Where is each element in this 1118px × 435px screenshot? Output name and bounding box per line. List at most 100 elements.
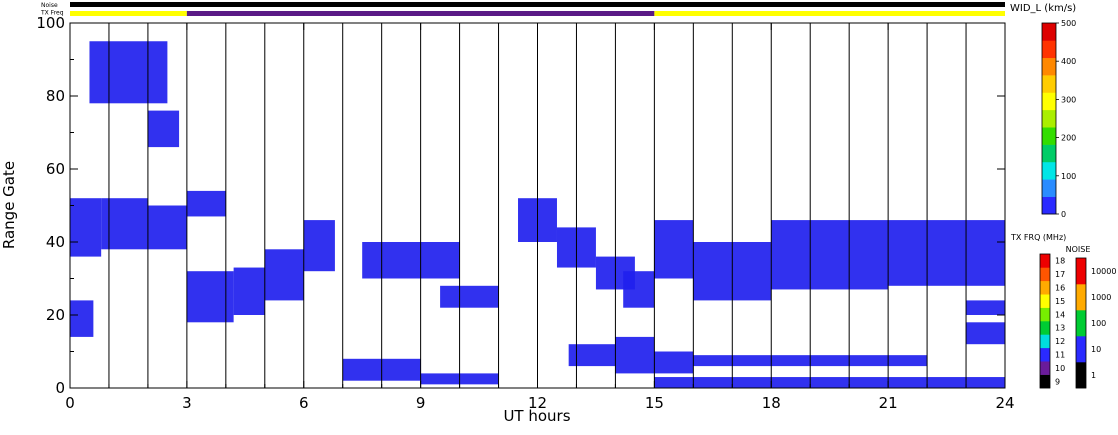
colorbar-tick-label: 0 (1061, 210, 1066, 219)
colorbar-swatch (1076, 284, 1086, 311)
hour-markers (108, 23, 967, 388)
x-tick-label: 9 (416, 394, 426, 412)
colorbar-tick-label: 100 (1061, 172, 1076, 181)
colorbar-swatch (1040, 254, 1050, 268)
colorbar-tick-label: 13 (1055, 324, 1065, 333)
colorbar-frame (1039, 253, 1051, 389)
x-tick-label: 12 (528, 394, 547, 412)
wid-colorbar-title: WID_L (km/s) (1010, 3, 1076, 14)
echo-band (654, 220, 694, 279)
x-tick-label: 24 (995, 394, 1014, 412)
colorbar-swatch (1040, 334, 1050, 349)
x-tick-label: 0 (65, 394, 75, 412)
x-axis-ticks: 0 3 6 9 12 15 18 21 24 (65, 23, 1015, 412)
colorbar-tick-label: 10 (1091, 345, 1101, 354)
colorbar-swatch (1042, 109, 1056, 128)
colorbar-swatch (1040, 374, 1050, 389)
colorbar-tick-label: 500 (1061, 19, 1076, 28)
echo-band (264, 249, 304, 301)
colorbar-tick-label: 300 (1061, 95, 1076, 104)
y-tick-label: 40 (46, 233, 65, 251)
colorbar-swatch (1040, 347, 1050, 362)
echo-band (615, 336, 655, 374)
txfreq-colorbar-ticks: 9 10 11 12 13 14 15 16 17 18 (1055, 257, 1065, 387)
txfreq-bar (70, 11, 1005, 16)
noise-colorbar-title: NOISE (1066, 245, 1091, 254)
colorbar-frame (1041, 22, 1057, 215)
colorbar-tick-label: 16 (1055, 284, 1065, 293)
colorbar-tick-label: 10 (1055, 364, 1065, 373)
echo-band (654, 351, 694, 374)
txfreq-colorbar-swatches (1039, 253, 1051, 389)
x-tick-label: 18 (762, 394, 781, 412)
colorbar-tick-label: 1000 (1091, 293, 1111, 302)
echo-band (440, 285, 499, 308)
echo-band (147, 205, 187, 250)
x-tick-label: 15 (645, 394, 664, 412)
echo-band (89, 41, 168, 104)
colorbar-swatch (1076, 258, 1086, 285)
colorbar-tick-label: 18 (1055, 257, 1065, 266)
x-tick-label: 6 (299, 394, 309, 412)
wid-colorbar-swatches (1041, 22, 1057, 215)
y-tick-label: 100 (36, 14, 65, 32)
echo-band (70, 300, 94, 337)
colorbar-swatch (1040, 307, 1050, 322)
colorbar-swatch (1076, 310, 1086, 337)
y-tick-label: 20 (46, 306, 65, 324)
colorbar-swatch (1042, 57, 1056, 76)
noise-label: Noise (41, 2, 58, 9)
colorbar-tick-label: 10000 (1091, 267, 1116, 276)
colorbar-tick-label: 200 (1061, 134, 1076, 143)
noise-bar (70, 2, 1005, 7)
colorbar-swatch (1042, 92, 1056, 111)
noise-colorbar-swatches (1075, 257, 1087, 389)
colorbar-swatch (1042, 127, 1056, 145)
header: Noise TX Freq (40, 2, 1005, 17)
colorbar-tick-label: 17 (1055, 270, 1065, 279)
colorbar-tick-label: 15 (1055, 297, 1065, 306)
colorbar-swatch (1042, 144, 1056, 163)
y-tick-label: 0 (55, 379, 65, 397)
txfreq-colorbar: TX FRQ (MHz) 9 10 11 12 13 14 15 16 17 18 (1010, 233, 1066, 389)
colorbar-frame (1075, 257, 1087, 389)
echo-band (966, 300, 1005, 315)
x-axis-label: UT hours (503, 407, 570, 425)
noise-colorbar: NOISE 1 10 100 1000 10000 (1066, 245, 1116, 389)
echo-band (101, 198, 148, 250)
colorbar-swatch (1042, 75, 1056, 93)
x-tick-label: 3 (182, 394, 192, 412)
colorbar-swatch (1042, 196, 1056, 215)
echo-band (966, 322, 1005, 345)
colorbar-swatch (1042, 40, 1056, 59)
noise-colorbar-ticks: 1 10 100 1000 10000 (1091, 267, 1116, 380)
txfreq-colorbar-title: TX FRQ (MHz) (1010, 233, 1066, 242)
colorbar-swatch (1040, 267, 1050, 282)
y-axis-label: Range Gate (0, 161, 18, 249)
colorbar-swatch (1040, 280, 1050, 295)
colorbar-swatch (1042, 161, 1056, 180)
colorbar-swatch (1040, 361, 1050, 375)
colorbar-swatch (1076, 336, 1086, 363)
wid-colorbar: WID_L (km/s) 0 100 200 300 400 500 (1010, 3, 1076, 219)
colorbar-tick-label: 100 (1091, 319, 1106, 328)
plot-area: 0 3 6 9 12 15 18 21 24 0 20 40 60 80 100 UT hours Ran… (0, 14, 1015, 425)
echo-band (186, 271, 234, 323)
colorbar-swatch (1042, 179, 1056, 197)
echo-band (568, 344, 616, 367)
echo-band (771, 220, 889, 290)
txfreq-bar-segment (186, 11, 655, 16)
y-axis-ticks: 0 20 40 60 80 100 (36, 14, 1005, 397)
colorbar-swatch (1042, 23, 1056, 41)
echo-band (186, 190, 226, 217)
txfreq-label: TX Freq (40, 10, 64, 17)
noise-bar-segment (70, 2, 1005, 7)
echo-band (147, 110, 180, 148)
x-tick-label: 21 (879, 394, 898, 412)
colorbar-swatch (1040, 321, 1050, 335)
y-tick-label: 60 (46, 160, 65, 178)
wid-colorbar-ticks: 0 100 200 300 400 500 (1056, 19, 1076, 219)
colorbar-tick-label: 12 (1055, 337, 1065, 346)
colorbar-tick-label: 1 (1091, 371, 1096, 380)
echo-band (70, 198, 102, 257)
